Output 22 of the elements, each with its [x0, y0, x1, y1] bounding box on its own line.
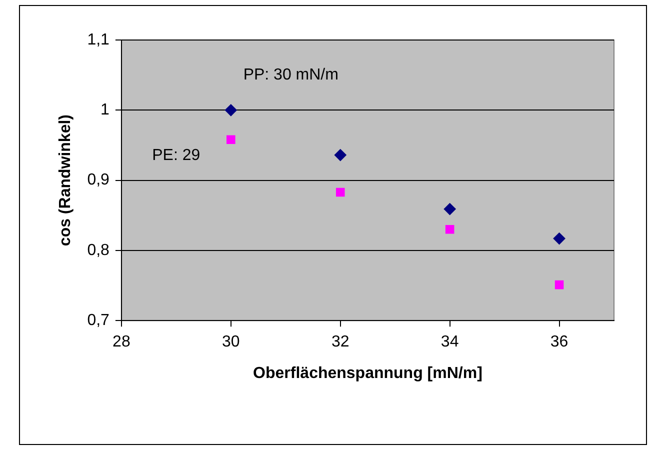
- x-tick-label: 36: [550, 334, 568, 351]
- y-axis-title: cos (Randwinkel): [57, 114, 74, 246]
- y-tick-label: 0,8: [87, 242, 110, 259]
- x-tick-label: 28: [112, 334, 130, 351]
- y-tick-label: 0,9: [87, 172, 110, 189]
- point: [334, 149, 346, 162]
- point: [444, 203, 456, 216]
- point: [226, 135, 236, 144]
- x-axis-title: Oberflächenspannung [mN/m]: [253, 364, 482, 382]
- annotation: PP: 30 mN/m: [243, 66, 338, 84]
- x-tick-label: 34: [440, 334, 459, 351]
- point: [224, 104, 237, 116]
- x-tick-label: 30: [222, 334, 240, 351]
- point: [445, 225, 454, 234]
- y-tick-label: 1: [100, 102, 110, 119]
- point: [553, 232, 566, 245]
- point: [336, 188, 345, 197]
- x-tick-label: 32: [331, 334, 350, 351]
- point: [554, 280, 564, 290]
- y-tick-label: 1,1: [87, 31, 110, 48]
- y-tick-label: 0,7: [87, 312, 110, 330]
- annotation: PE: 29: [152, 147, 200, 164]
